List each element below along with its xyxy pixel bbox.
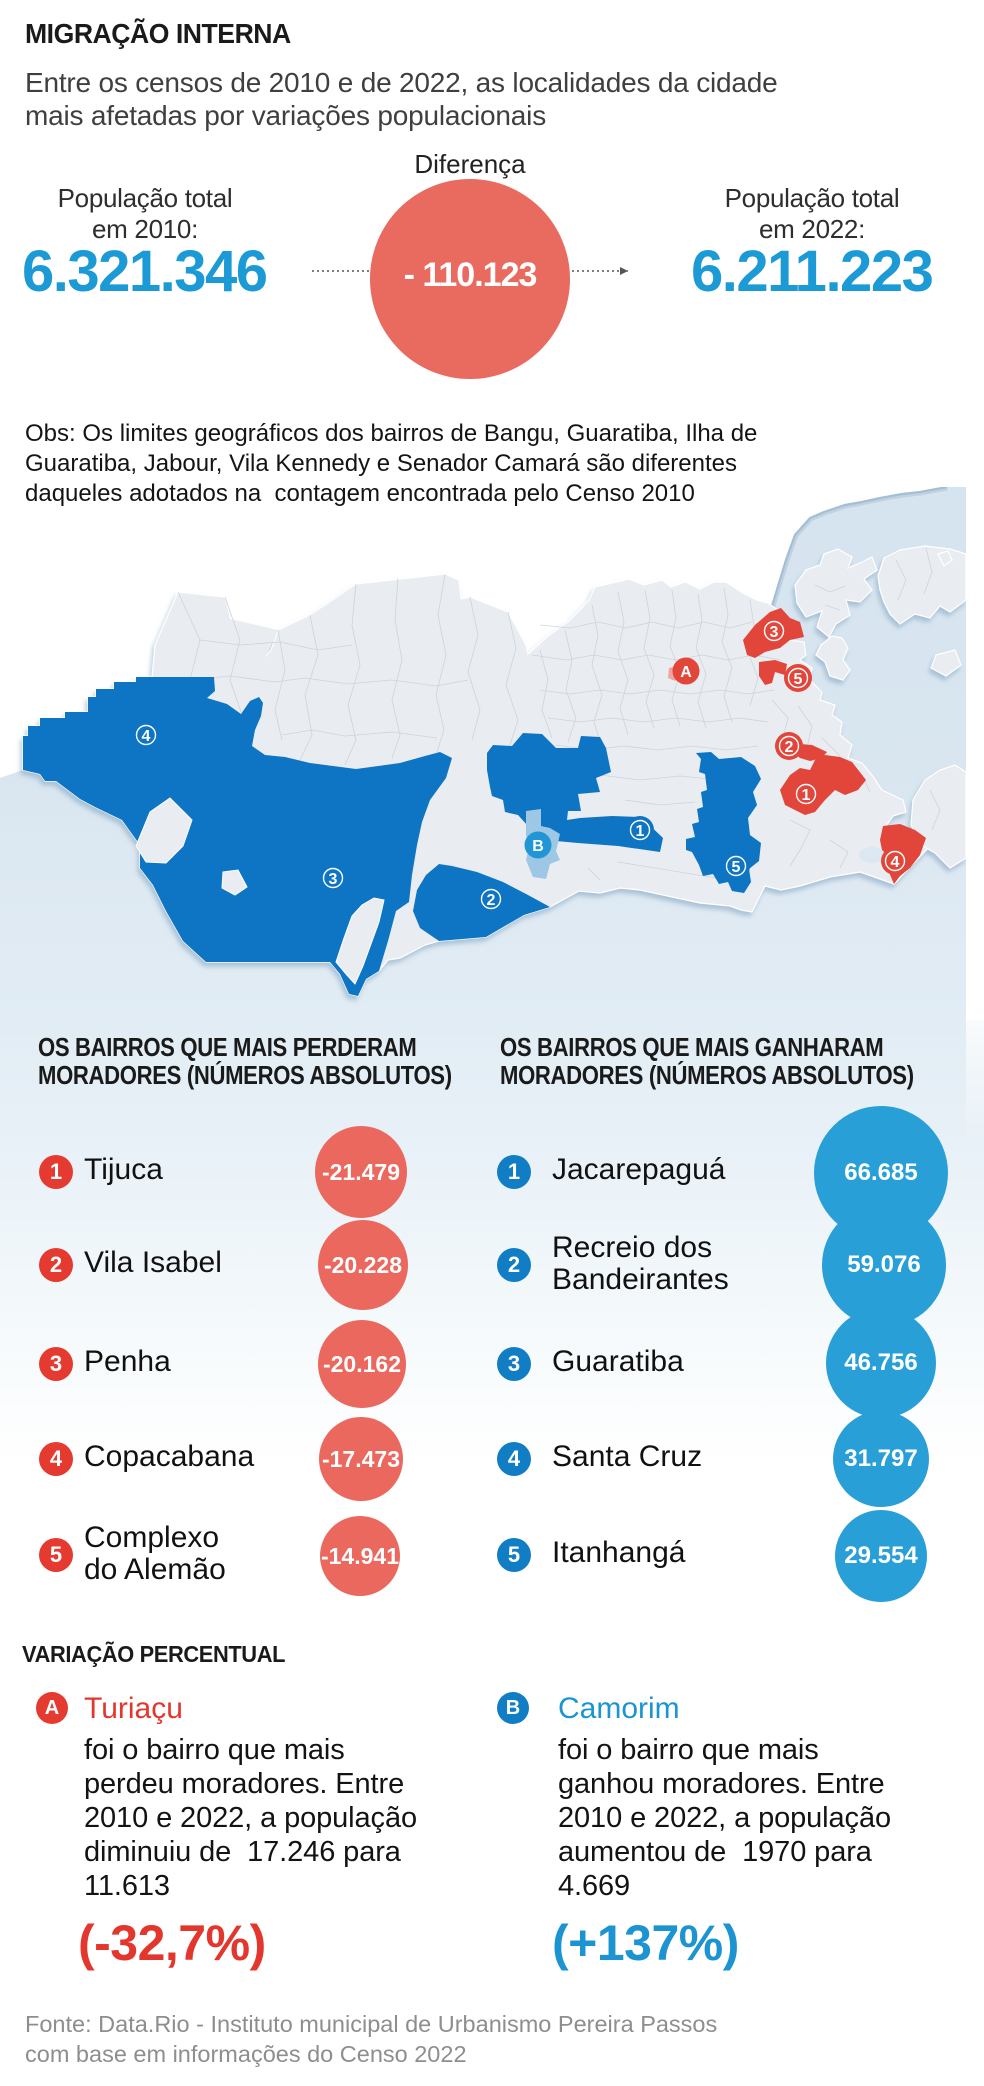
- svg-text:5: 5: [732, 859, 741, 876]
- svg-text:1: 1: [636, 823, 645, 840]
- svg-text:4: 4: [891, 854, 900, 871]
- svg-text:2: 2: [487, 892, 496, 909]
- svg-text:3: 3: [770, 624, 779, 641]
- svg-text:A: A: [680, 664, 692, 681]
- svg-text:4: 4: [142, 728, 151, 745]
- svg-text:2: 2: [785, 739, 794, 756]
- svg-text:5: 5: [794, 671, 803, 688]
- svg-text:1: 1: [802, 787, 811, 804]
- svg-text:3: 3: [329, 871, 338, 888]
- svg-text:B: B: [532, 838, 544, 855]
